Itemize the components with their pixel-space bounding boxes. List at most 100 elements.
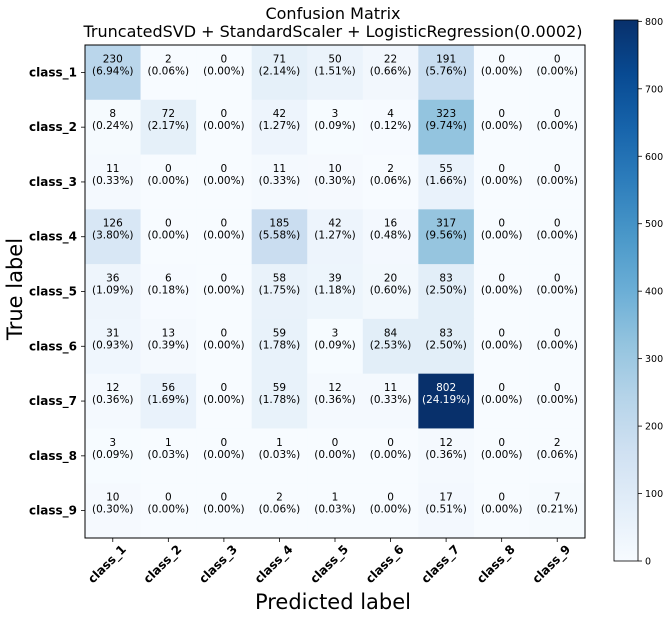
cell-percentage-label: (0.24%) bbox=[92, 120, 134, 132]
heatmap-cell bbox=[85, 209, 141, 265]
cell-value-label: 12 bbox=[328, 382, 341, 394]
cell-value-label: 3 bbox=[332, 327, 339, 339]
cell-percentage-label: (2.14%) bbox=[259, 65, 301, 77]
cell-percentage-label: (0.06%) bbox=[370, 175, 412, 187]
heatmap-cell bbox=[529, 318, 586, 375]
cell-percentage-label: (0.21%) bbox=[536, 504, 578, 516]
cell-value-label: 0 bbox=[387, 492, 394, 504]
y-tick-label: class_8 bbox=[29, 449, 77, 464]
cell-percentage-label: (0.66%) bbox=[370, 65, 412, 77]
heatmap-cell bbox=[307, 209, 364, 265]
cell-value-label: 0 bbox=[554, 218, 561, 230]
heatmap-cell bbox=[529, 45, 586, 101]
heatmap-cell bbox=[307, 264, 364, 320]
y-tick-label: class_7 bbox=[29, 394, 77, 409]
cell-value-label: 6 bbox=[165, 273, 172, 285]
cell-percentage-label: (0.36%) bbox=[314, 394, 356, 406]
heatmap-cell bbox=[473, 264, 530, 320]
cell-percentage-label: (3.80%) bbox=[92, 230, 134, 242]
cell-value-label: 2 bbox=[276, 492, 283, 504]
cell-percentage-label: (0.00%) bbox=[481, 230, 523, 242]
cell-value-label: 17 bbox=[439, 492, 452, 504]
heatmap-cell bbox=[307, 483, 364, 539]
cell-percentage-label: (0.00%) bbox=[203, 339, 245, 351]
cell-percentage-label: (1.66%) bbox=[425, 175, 467, 187]
cell-value-label: 0 bbox=[387, 437, 394, 449]
y-tick-label: class_3 bbox=[29, 175, 77, 190]
cell-value-label: 11 bbox=[106, 163, 119, 175]
cell-percentage-label: (0.00%) bbox=[148, 504, 190, 516]
cell-value-label: 50 bbox=[328, 53, 341, 65]
cell-percentage-label: (0.39%) bbox=[148, 339, 190, 351]
cell-value-label: 20 bbox=[384, 273, 397, 285]
heatmap-cell bbox=[140, 373, 197, 429]
cell-percentage-label: (0.00%) bbox=[481, 449, 523, 461]
cell-percentage-label: (0.00%) bbox=[536, 175, 578, 187]
heatmap-cell bbox=[85, 373, 141, 429]
cell-percentage-label: (2.50%) bbox=[425, 285, 467, 297]
y-tick-label: class_6 bbox=[29, 339, 77, 354]
cell-value-label: 0 bbox=[221, 108, 228, 120]
cell-value-label: 31 bbox=[106, 327, 119, 339]
cell-percentage-label: (0.00%) bbox=[536, 285, 578, 297]
heatmap-cell bbox=[251, 154, 308, 210]
cell-percentage-label: (0.03%) bbox=[259, 449, 301, 461]
heatmap-cell bbox=[307, 154, 364, 210]
cell-value-label: 317 bbox=[436, 218, 456, 230]
heatmap-cell bbox=[473, 154, 530, 210]
cell-value-label: 3 bbox=[109, 437, 116, 449]
cell-percentage-label: (5.76%) bbox=[425, 65, 467, 77]
cell-percentage-label: (0.30%) bbox=[314, 175, 356, 187]
cell-value-label: 0 bbox=[221, 382, 228, 394]
cell-percentage-label: (0.00%) bbox=[481, 175, 523, 187]
x-tick-label: class_9 bbox=[530, 542, 575, 587]
heatmap-cell bbox=[85, 428, 141, 484]
heatmap-cell bbox=[196, 209, 253, 265]
cell-value-label: 0 bbox=[221, 437, 228, 449]
cell-percentage-label: (0.30%) bbox=[92, 504, 134, 516]
colorbar-tick-label: 200 bbox=[645, 422, 663, 433]
heatmap-cell bbox=[529, 264, 586, 320]
cell-percentage-label: (1.09%) bbox=[92, 285, 134, 297]
cell-value-label: 0 bbox=[165, 492, 172, 504]
heatmap-cell bbox=[362, 264, 419, 320]
cell-value-label: 0 bbox=[165, 163, 172, 175]
cell-value-label: 185 bbox=[269, 218, 289, 230]
cell-percentage-label: (2.17%) bbox=[148, 120, 190, 132]
cell-percentage-label: (0.33%) bbox=[370, 394, 412, 406]
cell-percentage-label: (0.60%) bbox=[370, 285, 412, 297]
heatmap-cell bbox=[362, 99, 419, 155]
heatmap-cells bbox=[85, 45, 586, 539]
cell-value-label: 0 bbox=[221, 163, 228, 175]
y-tick-label: class_5 bbox=[29, 285, 77, 300]
heatmap-cell bbox=[85, 483, 141, 539]
colorbar-tick-label: 700 bbox=[645, 84, 663, 95]
y-tick-labels: class_1 class_2 class_3 class_4 class_5class… bbox=[29, 65, 85, 519]
heatmap-cell bbox=[251, 264, 308, 320]
cell-value-label: 11 bbox=[384, 382, 397, 394]
cell-value-label: 13 bbox=[162, 327, 175, 339]
cell-value-label: 71 bbox=[273, 53, 286, 65]
cell-value-label: 72 bbox=[162, 108, 175, 120]
x-tick-labels: class_1 class_2 class_3 class_4 class_5 class… bbox=[85, 538, 574, 587]
heatmap-cell bbox=[418, 483, 475, 539]
cell-percentage-label: (0.00%) bbox=[148, 175, 190, 187]
cell-percentage-label: (0.00%) bbox=[536, 120, 578, 132]
heatmap-cell bbox=[85, 264, 141, 320]
heatmap-cell bbox=[251, 373, 308, 429]
heatmap-cell bbox=[418, 45, 475, 101]
heatmap-cell bbox=[529, 428, 586, 484]
cell-percentage-label: (0.00%) bbox=[203, 230, 245, 242]
cell-value-label: 0 bbox=[332, 437, 339, 449]
cell-percentage-label: (0.00%) bbox=[203, 504, 245, 516]
cell-percentage-label: (2.50%) bbox=[425, 339, 467, 351]
heatmap-cell bbox=[473, 428, 530, 484]
cell-percentage-label: (0.00%) bbox=[481, 504, 523, 516]
cell-value-label: 56 bbox=[162, 382, 176, 394]
x-tick-label: class_6 bbox=[363, 542, 408, 587]
heatmap-cell bbox=[140, 99, 197, 155]
cell-percentage-label: (1.27%) bbox=[259, 120, 301, 132]
cell-percentage-label: (24.19%) bbox=[422, 394, 470, 406]
colorbar-tick-label: 800 bbox=[645, 17, 663, 28]
cell-percentage-label: (0.03%) bbox=[148, 449, 190, 461]
